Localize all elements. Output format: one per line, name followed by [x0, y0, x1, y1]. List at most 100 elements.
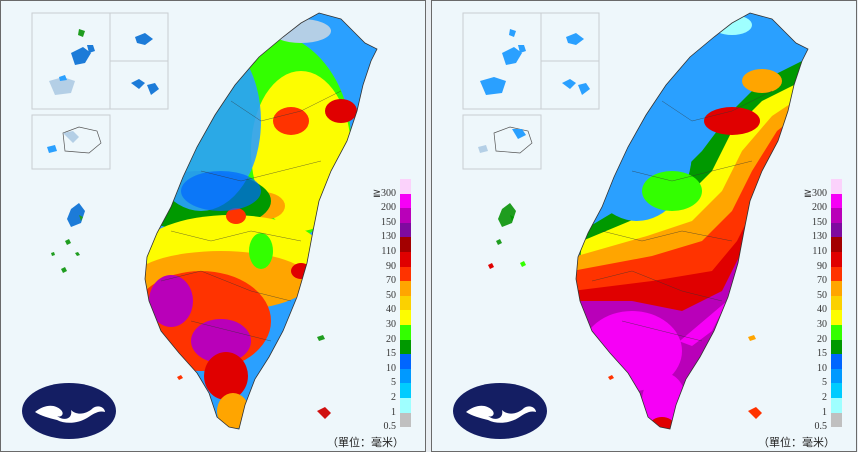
legend-label: 20 [817, 333, 827, 345]
legend-swatch [400, 339, 411, 355]
taiwan-rainfall-left [145, 13, 377, 429]
legend-label: 110 [381, 245, 396, 257]
legend-swatch [400, 281, 411, 296]
legend-item: 130 [368, 222, 425, 242]
legend-swatch [400, 325, 411, 340]
legend-right: ≧300 200 150 130 110 90 70 50 40 30 20 15 10 5 2 1 0.5 [799, 179, 856, 439]
legend-label: 70 [817, 275, 827, 287]
legend-item: 90 [799, 252, 856, 271]
legend-item: 10 [368, 354, 425, 373]
legend-label: 0.5 [814, 421, 828, 433]
legend-label: 50 [817, 289, 827, 301]
legend-item: 30 [368, 310, 425, 329]
legend-label: 90 [817, 260, 827, 272]
legend-swatch [400, 193, 411, 209]
legend-swatch [400, 237, 411, 252]
legend-swatch [831, 281, 842, 296]
legend-label: 15 [386, 348, 396, 360]
legend-label: 110 [812, 245, 827, 257]
legend-label: 15 [817, 348, 827, 360]
map-canvas-right [462, 12, 809, 430]
legend-item: 0.5 [368, 412, 425, 432]
legend-item: 200 [368, 193, 425, 213]
legend-label: 200 [381, 202, 396, 214]
legend-item: 150 [368, 208, 425, 227]
legend-label: 2 [822, 391, 827, 403]
legend-label: 130 [381, 231, 396, 243]
legend-label: 30 [817, 318, 827, 330]
legend-item: 30 [799, 310, 856, 329]
legend-item: 40 [368, 295, 425, 315]
legend-item: ≧300 [368, 179, 425, 198]
legend-item: 110 [368, 237, 425, 256]
legend-label: 10 [386, 362, 396, 374]
legend-swatch [831, 208, 842, 223]
legend-label: 70 [386, 275, 396, 287]
legend-label: 1 [822, 406, 827, 418]
legend-label: 150 [381, 216, 396, 228]
legend-item: 40 [799, 295, 856, 315]
legend-item: 10 [799, 354, 856, 373]
legend-label: 10 [817, 362, 827, 374]
legend-swatch [400, 383, 411, 398]
legend-swatch [831, 383, 842, 398]
legend-label: 130 [812, 231, 827, 243]
legend-item: 0.5 [799, 412, 856, 432]
legend-item: 15 [368, 339, 425, 359]
legend-item: 2 [368, 383, 425, 402]
outlying-islands-left [47, 29, 331, 419]
legend-left: ≧300 200 150 130 110 90 70 50 40 30 20 15 10 5 2 1 0.5 [368, 179, 425, 439]
taiwan-rainfall-right [576, 13, 808, 429]
legend-swatch [831, 310, 842, 325]
legend-swatch [831, 398, 842, 413]
unit-label-left: （單位：毫米） [327, 436, 404, 449]
legend-swatch [400, 222, 411, 238]
inset-frames [31, 12, 169, 170]
legend-swatch [400, 266, 411, 282]
legend-item: 130 [799, 222, 856, 242]
legend-swatch [400, 252, 411, 267]
inset-frames [462, 12, 600, 170]
legend-label: ≧300 [372, 187, 396, 199]
legend-swatch [400, 368, 411, 384]
legend-label: 20 [386, 333, 396, 345]
legend-swatch [831, 179, 842, 194]
agency-logo-left [21, 382, 117, 440]
rainfall-map-right: ≧300 200 150 130 110 90 70 50 40 30 20 15 10 5 2 1 0.5 （… [431, 0, 857, 452]
legend-item: 20 [368, 325, 425, 344]
county-borders-left [160, 90, 342, 342]
legend-label: 90 [386, 260, 396, 272]
legend-item: 15 [799, 339, 856, 359]
legend-item: 150 [799, 208, 856, 227]
legend-item: 70 [799, 266, 856, 286]
legend-swatch [831, 237, 842, 252]
legend-swatch [831, 339, 842, 355]
legend-item: 110 [799, 237, 856, 256]
legend-swatch [831, 193, 842, 209]
legend-item: 50 [799, 281, 856, 300]
legend-swatch [400, 412, 411, 428]
legend-item: 200 [799, 193, 856, 213]
legend-swatch [400, 208, 411, 223]
legend-item: 5 [799, 368, 856, 388]
legend-swatch [831, 368, 842, 384]
legend-swatch [400, 179, 411, 194]
legend-label: 40 [386, 304, 396, 316]
legend-item: 50 [368, 281, 425, 300]
legend-label: 2 [391, 391, 396, 403]
legend-label: 30 [386, 318, 396, 330]
legend-swatch [400, 310, 411, 325]
legend-swatch [831, 412, 842, 428]
legend-label: 150 [812, 216, 827, 228]
legend-item: 20 [799, 325, 856, 344]
legend-item: ≧300 [799, 179, 856, 198]
legend-item: 1 [368, 398, 425, 417]
legend-label: 40 [817, 304, 827, 316]
agency-logo-right [452, 382, 548, 440]
legend-item: 2 [799, 383, 856, 402]
county-borders-right [591, 90, 773, 342]
legend-label: 5 [391, 377, 396, 389]
legend-swatch [831, 295, 842, 311]
legend-label: 200 [812, 202, 827, 214]
map-canvas-left [31, 12, 378, 430]
